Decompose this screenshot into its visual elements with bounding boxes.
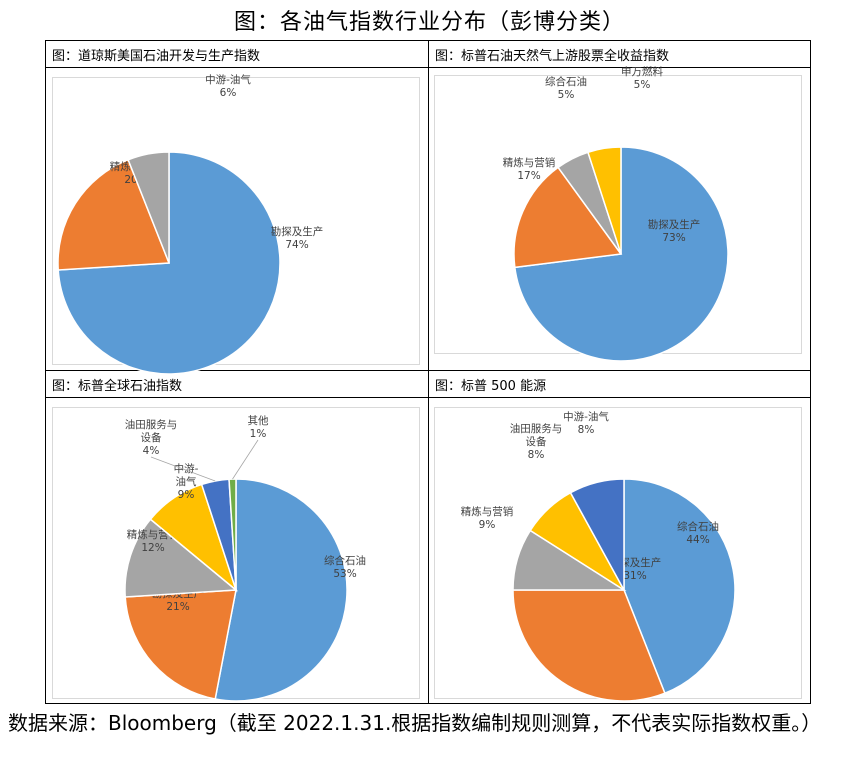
panel-title: 图：标普石油天然气上游股票全收益指数 [435, 49, 670, 64]
slice-label: 勘探及生产 73% [648, 218, 701, 244]
chart-grid: 图：道琼斯美国石油开发与生产指数 勘探及生产74%精炼与营销20%中游-油气6%… [45, 40, 811, 704]
slice-label: 中游-油气 6% [205, 73, 251, 99]
slice-label: 油田服务与设备 8% [510, 422, 563, 461]
slice-label: 精炼与营销 9% [461, 505, 514, 531]
grid-divider-vertical [428, 41, 429, 703]
pie-slice [513, 166, 623, 269]
slice-label: 综合石油 5% [545, 75, 587, 101]
pie-slice [512, 589, 666, 702]
pie-slice [569, 478, 625, 591]
pie-chart: 综合石油53%勘探及生产21%精炼与营销12%中游-油气9%油田服务与设备4%其… [124, 414, 366, 702]
grid-divider-horizontal [46, 370, 810, 371]
pie-slice [586, 146, 622, 255]
panel-title-divider [46, 67, 428, 68]
slice-label: 勘探及生产 74% [271, 225, 324, 251]
panel-title: 图：标普全球石油指数 [52, 379, 183, 394]
panel-title-divider [429, 67, 811, 68]
slice-label: 油田服务与设备 4% [125, 418, 178, 457]
pie-slice [124, 589, 237, 700]
slice-label: 中游-油气 9% [174, 462, 199, 501]
pie-chart: 勘探及生产 73% 精炼与营销 17% 综合石油 5% 申万燃料 5% [503, 65, 729, 362]
pie-slice [124, 518, 238, 598]
panel-title: 图：标普 500 能源 [435, 379, 547, 394]
pie-slice [127, 151, 170, 264]
slice-label: 申万燃料 5% [621, 65, 663, 91]
panel-sp-oil-gas-upstream: 图：标普石油天然气上游股票全收益指数 勘探及生产 73% 精炼与营销 17% 综合石油 5… [429, 41, 811, 371]
slice-label: 其他 1% [248, 414, 269, 440]
slice-label: 综合石油 53% [324, 554, 366, 580]
leader-line [232, 439, 259, 480]
chart-frame: 勘探及生产 73% 精炼与营销 17% 综合石油 5% 申万燃料 5% [434, 65, 802, 362]
panel-title-divider [46, 397, 428, 398]
panel-sp-global-oil: 图：标普全球石油指数 综合石油53%勘探及生产21%精炼与营销12%中游-油气9… [46, 371, 428, 702]
chart-frame: 综合石油53%勘探及生产21%精炼与营销12%中游-油气9%油田服务与设备4%其… [52, 407, 420, 702]
slice-label: 精炼与营销 17% [503, 156, 556, 182]
leader-line [150, 456, 216, 482]
panel-title: 图：道琼斯美国石油开发与生产指数 [52, 49, 261, 64]
source-note: 数据来源：Bloomberg（截至 2022.1.31.根据指数编制规则测算，不… [8, 711, 822, 735]
pie-slice [623, 478, 736, 695]
panel-title-divider [429, 397, 811, 398]
chart-frame: 综合石油 44% 勘探及生产 31% 精炼与营销 9% 油田服务与设备 8% 中游-油气 8% [434, 407, 802, 702]
pie-slice [57, 158, 171, 271]
pie-chart: 综合石油 44%勘探及生产 31%精炼与营销 9%油田服务与设备 8%中游-油气 8% [461, 410, 736, 702]
pie-slice [214, 478, 348, 702]
slice-label: 综合石油 44% [677, 520, 719, 546]
panel-sp500-energy: 图：标普 500 能源 综合石油 44% 勘探及生产 31% 精炼与营销 9% 油田服务与设… [429, 371, 811, 702]
slice-label: 中游-油气 8% [563, 410, 609, 436]
page-title: 图：各油气指数行业分布（彭博分类） [233, 10, 625, 35]
